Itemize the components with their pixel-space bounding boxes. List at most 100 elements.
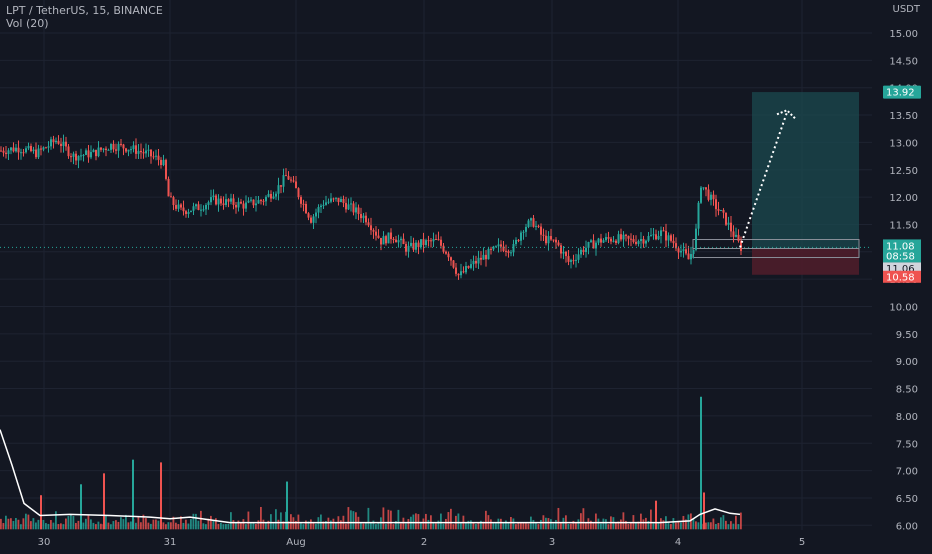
current-price-badge [883, 239, 921, 263]
candle-body [520, 232, 522, 241]
candle-body [470, 264, 472, 268]
volume-bar [85, 518, 87, 530]
volume-bar [497, 518, 500, 530]
candle-body [705, 187, 707, 190]
candle-body [150, 149, 152, 157]
volume-bar [397, 509, 400, 530]
volume-bar [585, 523, 587, 530]
volume-bar [422, 518, 425, 530]
candle-body [567, 256, 570, 262]
volume-bar [107, 522, 110, 530]
volume-bar [192, 513, 195, 530]
volume-bar [250, 523, 252, 530]
candle-body [447, 253, 450, 258]
candle-body [42, 147, 45, 150]
candle-body [325, 202, 327, 205]
volume-bar [387, 509, 390, 530]
candle-body [0, 150, 2, 152]
volume-bar [405, 523, 407, 530]
volume-bar [110, 524, 112, 530]
volume-spike-bar [655, 500, 657, 530]
candle-body [665, 230, 667, 241]
candle-body [220, 198, 222, 204]
candle-body [332, 198, 335, 200]
profit-zone[interactable] [752, 92, 859, 249]
volume-bar [440, 513, 442, 530]
candle-body [725, 212, 727, 225]
candle-body [667, 235, 670, 241]
volume-bar [560, 523, 562, 530]
volume-bar [15, 518, 17, 530]
volume-bar [557, 507, 560, 530]
volume-indicator-label[interactable]: Vol (20) [6, 17, 49, 30]
volume-bar [515, 524, 517, 530]
candle-body [225, 199, 227, 205]
candle-body [350, 203, 352, 205]
candle-body [57, 140, 60, 144]
volume-bar [555, 519, 557, 530]
time-axis[interactable]: 30 31 Aug 2 3 4 5 [38, 537, 806, 548]
volume-bar [345, 523, 347, 530]
volume-bar [252, 522, 255, 530]
candle-body [397, 240, 400, 243]
candle-body [552, 239, 555, 241]
candle-body [640, 239, 642, 242]
volume-bar [465, 522, 467, 530]
volume-bar [330, 520, 332, 530]
volume-bar [667, 522, 670, 530]
volume-bar [735, 515, 737, 530]
volume-bar [435, 523, 437, 530]
candle-body [2, 150, 5, 153]
volume-bar [662, 520, 665, 530]
candle-body [415, 242, 417, 250]
candle-body [315, 212, 317, 217]
candle-body [40, 148, 42, 150]
candle-body [385, 236, 387, 244]
candle-body [207, 202, 210, 205]
volume-bar [642, 519, 645, 530]
volume-bar [242, 519, 245, 530]
volume-bar [92, 522, 95, 530]
candle-body [232, 198, 235, 205]
candle-body [117, 143, 120, 151]
volume-bar [75, 522, 77, 530]
candle-body [422, 239, 425, 245]
volume-bar [182, 522, 185, 530]
volume-bar [247, 511, 250, 530]
candle-body [402, 238, 405, 245]
volume-bar [502, 522, 505, 530]
candle-body [50, 139, 52, 147]
candle-body [92, 149, 95, 153]
volume-bar [185, 519, 187, 530]
candle-body [652, 234, 655, 236]
loss-zone[interactable] [752, 248, 859, 275]
volume-bar [637, 521, 640, 530]
volume-bar [47, 523, 50, 530]
candle-body [252, 199, 255, 206]
volume-bar [260, 506, 262, 530]
volume-bar [165, 524, 167, 530]
volume-bar [432, 522, 435, 530]
candle-body [730, 222, 732, 232]
volume-bar [492, 523, 495, 530]
long-position-tool[interactable] [692, 92, 860, 275]
volume-bar [255, 523, 257, 530]
projection-arrow-line[interactable] [739, 111, 788, 248]
candle-body [195, 204, 197, 207]
volume-bar [450, 508, 452, 530]
candle-body [245, 202, 247, 209]
volume-bar [737, 524, 740, 530]
volume-bar [710, 522, 712, 530]
candle-body [272, 196, 275, 199]
volume-bar [627, 523, 630, 530]
symbol-title[interactable]: LPT / TetherUS, 15, BINANCE [6, 4, 163, 17]
candle-body [507, 251, 510, 253]
candle-body [302, 203, 305, 205]
volume-bar [227, 523, 230, 530]
candle-body [125, 148, 127, 152]
volume-bar [155, 519, 157, 530]
time-tick-label: Aug [286, 537, 306, 548]
